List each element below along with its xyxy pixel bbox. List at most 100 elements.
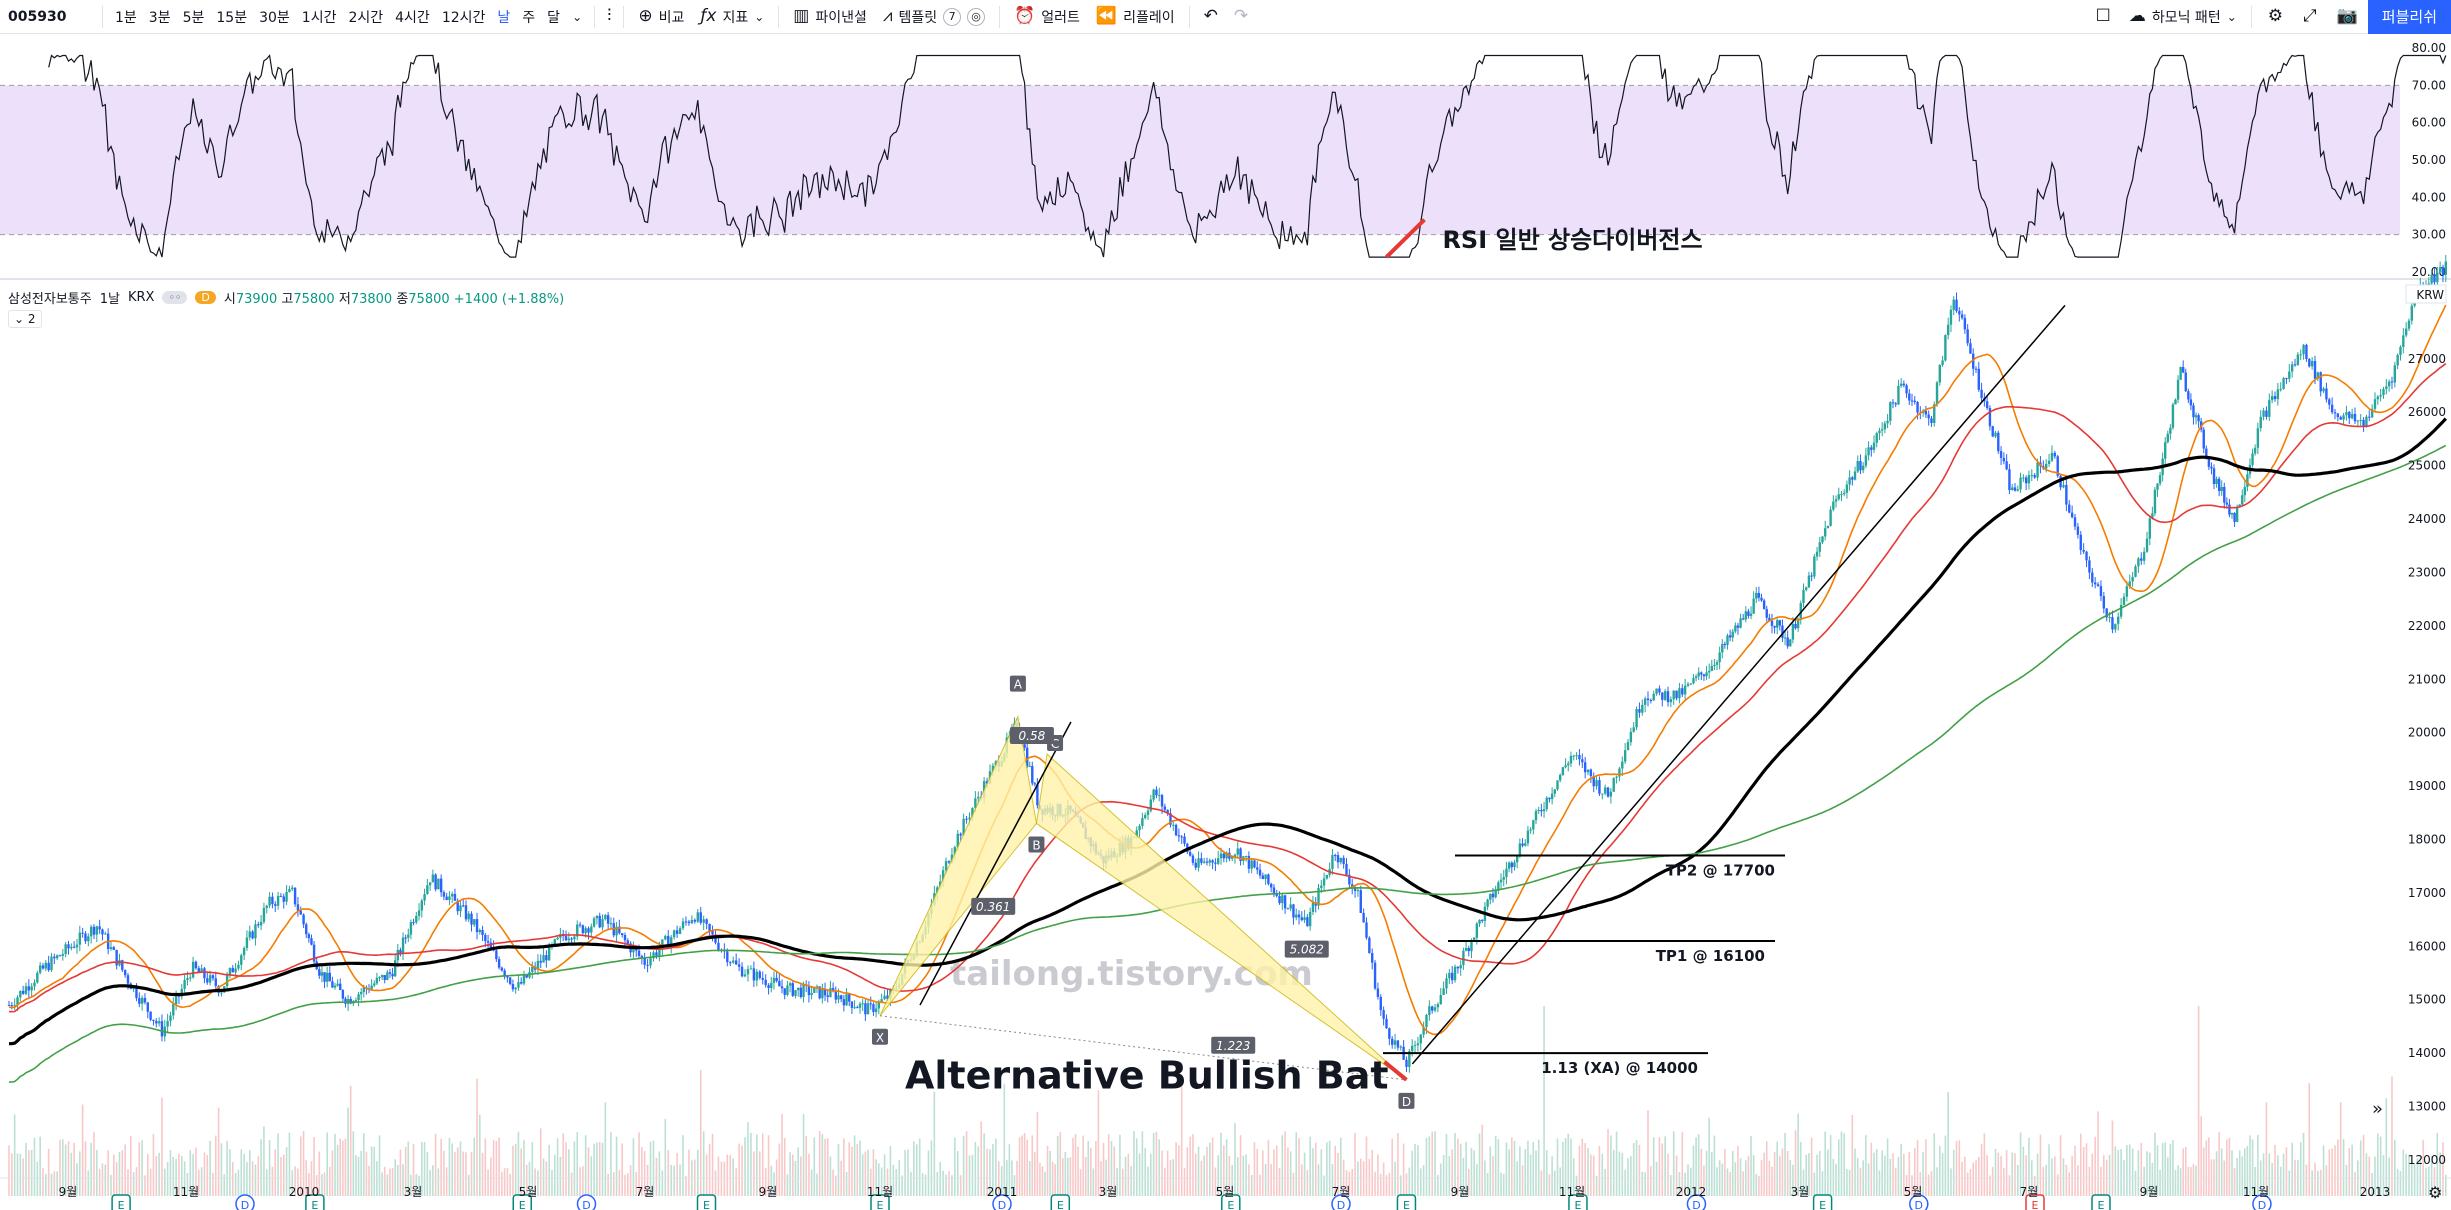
volume-bar — [1991, 1166, 1994, 1196]
interval-11[interactable]: 달 — [547, 9, 561, 26]
candle-body — [251, 931, 254, 939]
template-lock-icon[interactable]: ◎ — [967, 7, 986, 26]
interval-7[interactable]: 4시간 — [395, 9, 430, 26]
volume-bar — [732, 1158, 735, 1196]
candle-body — [357, 994, 360, 1001]
candle-body — [1515, 856, 1519, 863]
interval-10[interactable]: 주 — [522, 9, 536, 26]
volume-bar — [2233, 1167, 2236, 1196]
volume-bar — [2082, 1147, 2085, 1196]
interval-3[interactable]: 15분 — [216, 9, 248, 26]
interval-0[interactable]: 1분 — [115, 9, 137, 26]
volume-bar — [525, 1164, 528, 1196]
candle-body — [595, 915, 599, 919]
volume-bar — [593, 1143, 595, 1196]
candle-body — [661, 939, 664, 949]
candle-body — [2382, 388, 2385, 396]
template-key-icon[interactable]: 7 — [943, 7, 962, 26]
compare-button[interactable]: ⊕ 비교 — [630, 7, 692, 27]
volume-bar — [16, 1153, 19, 1196]
volume-bar — [2244, 1148, 2246, 1196]
candle-body — [431, 874, 435, 883]
earnings-marker — [2091, 1194, 2111, 1210]
volume-bar — [1476, 1164, 1478, 1196]
candle-body — [1297, 914, 1301, 918]
candle-body — [944, 861, 948, 871]
candle-body — [1208, 860, 1211, 863]
symbol-name[interactable]: 삼성전자보통주 — [8, 292, 92, 307]
interval-8[interactable]: 12시간 — [441, 9, 486, 26]
candle-body — [225, 975, 229, 987]
candle-style-icon[interactable]: ⫶ — [607, 6, 612, 26]
symbol-search[interactable]: 005930 — [8, 8, 67, 25]
volume-bar — [2299, 1142, 2302, 1196]
candle-body — [2373, 399, 2377, 409]
interval-5[interactable]: 1시간 — [301, 9, 337, 26]
candle-body — [1845, 484, 1849, 493]
volume-bar — [895, 1169, 898, 1196]
candle-body — [331, 981, 334, 988]
legend-collapse-button[interactable]: ⌄ 2 — [8, 310, 42, 328]
candle-body — [1789, 639, 1792, 647]
interval-4[interactable]: 30분 — [259, 9, 290, 26]
replay-button[interactable]: ⏪ 리플레이 — [1088, 7, 1183, 27]
volume-bar — [96, 1149, 98, 1196]
candle-body — [146, 1002, 149, 1012]
candle-body — [1405, 1059, 1408, 1067]
candle-body — [21, 990, 25, 994]
candle-body — [1721, 644, 1724, 653]
candle-body — [667, 935, 670, 947]
alert-button[interactable]: ⏰ 얼러트 — [1006, 7, 1088, 27]
axis-settings-icon[interactable]: ⚙ — [2428, 1183, 2442, 1202]
candle-body — [386, 972, 389, 980]
volume-bar — [1776, 1141, 1779, 1196]
volume-bar — [598, 1141, 601, 1196]
candle-body — [333, 985, 337, 988]
volume-bar — [129, 1135, 132, 1196]
candle-body — [2402, 335, 2405, 347]
volume-bar — [2192, 1164, 2195, 1196]
eye-icon[interactable]: ◦◦ — [162, 291, 188, 304]
candle-body — [1272, 887, 1276, 894]
volume-bar — [1897, 1157, 1900, 1196]
undo-icon[interactable]: ↶ — [1203, 6, 1218, 26]
candle-body — [1710, 665, 1713, 671]
volume-bar — [1595, 1175, 1598, 1196]
pattern-point-box — [1009, 675, 1026, 692]
volume-bar — [2365, 1153, 2368, 1196]
scroll-right-icon[interactable]: » — [2372, 1099, 2383, 1120]
candle-body — [2022, 477, 2025, 479]
gear-icon[interactable]: ⚙ — [2267, 6, 2284, 26]
volume-bar — [1535, 1150, 1537, 1196]
interval-6[interactable]: 2시간 — [348, 9, 384, 26]
camera-icon[interactable]: 📷 — [2336, 6, 2358, 26]
candle-body — [1396, 1040, 1400, 1048]
volume-bar — [1731, 1150, 1734, 1196]
redo-icon[interactable]: ↷ — [1233, 6, 1249, 26]
price-tick-label: 26000 — [2408, 405, 2446, 419]
candle-body — [475, 919, 479, 933]
chevron-down-icon[interactable]: ⌄ — [572, 9, 583, 24]
interval-2[interactable]: 5분 — [182, 9, 205, 26]
volume-bar — [1837, 1139, 1840, 1196]
event-marker-label: E — [877, 1199, 884, 1210]
volume-bar — [1630, 1156, 1632, 1196]
volume-bar — [217, 1107, 220, 1196]
volume-bar — [883, 1154, 886, 1196]
harmonic-pattern-button[interactable]: ☁ 하모닉 패턴 ⌄ — [2121, 7, 2245, 27]
price-tick-label: 27000 — [2408, 352, 2446, 366]
interval-1[interactable]: 3분 — [148, 9, 171, 26]
publish-button[interactable]: 퍼블리쉬 — [2367, 0, 2451, 34]
fullscreen-icon[interactable]: ⤢ — [2303, 6, 2317, 26]
volume-bar — [1856, 1158, 1859, 1196]
templates-button[interactable]: ⩘ 템플릿 7 ◎ — [875, 7, 993, 27]
candle-body — [75, 944, 79, 948]
interval-9[interactable]: 날 — [497, 9, 511, 26]
indicators-button[interactable]: ƒx 지표 ⌄ — [692, 7, 772, 27]
volume-bar — [2065, 1164, 2068, 1196]
financials-button[interactable]: ▥ 파이낸셜 — [785, 7, 875, 27]
layout-square-icon[interactable]: ☐ — [2095, 6, 2111, 26]
candle-body — [1336, 855, 1340, 863]
volume-bar — [76, 1163, 78, 1196]
